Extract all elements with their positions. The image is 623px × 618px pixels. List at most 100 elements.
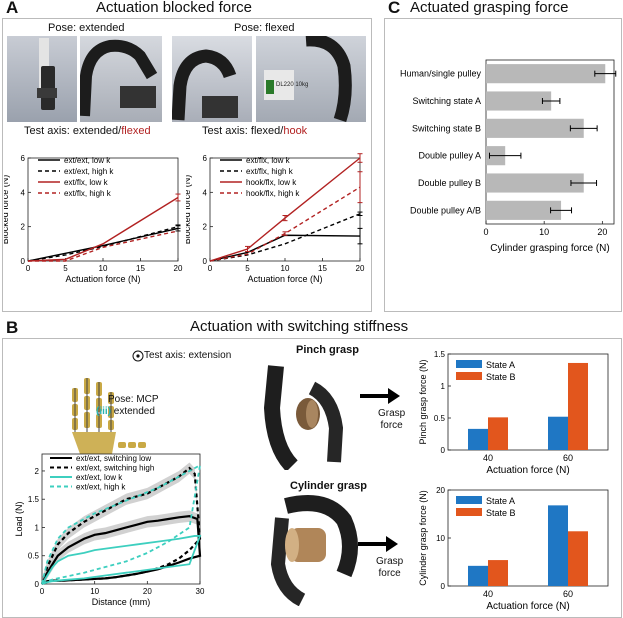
x-tick-label: 10 <box>539 227 549 237</box>
legend-label: State A <box>486 496 515 506</box>
y-tick-label: 2 <box>203 223 208 232</box>
legend-label: State B <box>486 508 516 518</box>
x-axis-label: Actuation force (N) <box>486 601 569 612</box>
chart-a1: 0 5 10 15 20 0 2 4 6 Actuation force (N) Blocked f… <box>4 154 183 284</box>
category-label: Human/single pulley <box>400 69 482 79</box>
pinch-grasp-force-label: Grasp force <box>378 408 405 432</box>
y-tick-label: 0 <box>35 580 40 589</box>
panel-c-title: Actuated grasping force <box>410 0 569 16</box>
bar-double-pulley-a-b <box>486 200 562 220</box>
x-tick-label: 40 <box>483 453 493 463</box>
x-tick-label: 15 <box>136 264 145 273</box>
pose-number: (iii) <box>96 406 111 417</box>
pinch-grasp-label-2: force <box>380 420 403 431</box>
extended-pose-photo-1 <box>7 36 77 122</box>
y-axis-label: Blocked force (N) <box>4 175 10 245</box>
x-tick-label: 20 <box>143 587 152 596</box>
category-label: Switching state A <box>412 96 481 106</box>
finger-illustration-4: DL220 10kg <box>264 36 352 122</box>
pinch-grasp-title: Pinch grasp <box>296 344 359 356</box>
legend-label: ext/flx, low k <box>246 156 291 165</box>
category-label: Double pulley A <box>418 151 481 161</box>
bar-state-b-40 <box>488 560 508 586</box>
pose-mcp-label: Pose: MCP <box>108 394 159 405</box>
pose-flexed-label: Pose: flexed <box>234 22 295 34</box>
cylinder-grasp-title: Cylinder grasp <box>290 480 368 492</box>
chart-c1: 0 10 20 Human/single pulley Switching state … <box>400 59 617 254</box>
extended-pose-photo-2 <box>80 36 162 122</box>
legend-label: ext/ext, low k <box>64 156 111 165</box>
x-tick-label: 40 <box>483 589 493 599</box>
y-axis-label: Cylinder grasp force (N) <box>418 490 428 586</box>
chart-b2: 0 0.5 1 1.5 40 60 Actuation force (N) Pinch gra… <box>418 350 609 476</box>
legend-label: hook/flx, high k <box>246 189 300 198</box>
x-tick-label: 0 <box>483 227 488 237</box>
axes-box <box>41 453 201 585</box>
y-tick-label: 10 <box>436 534 445 543</box>
x-tick-label: 0 <box>26 264 31 273</box>
cylinder-grasp-label-1: Grasp <box>376 556 404 567</box>
legend-label: hook/flx, low k <box>246 178 297 187</box>
bar-state-b-60 <box>568 362 588 450</box>
finger-illustration-2 <box>80 39 158 117</box>
legend-swatch <box>456 360 482 368</box>
pose-word: extended <box>113 406 155 417</box>
x-tick-label: 0 <box>208 264 213 273</box>
y-axis-label: Blocked force (N) <box>186 175 192 245</box>
x-tick-label: 60 <box>563 453 573 463</box>
y-tick-label: 1.5 <box>434 350 446 359</box>
legend-label: ext/ext, switching high <box>76 464 154 473</box>
test-axis-extension: Test axis: extension <box>144 350 232 361</box>
hand-illustration <box>72 350 146 454</box>
cylinder-grasp-force-label: Grasp force <box>376 556 403 580</box>
series-line-ext-flx-high-k <box>209 213 361 262</box>
y-axis-label: Pinch grasp force (N) <box>418 359 428 444</box>
legend-swatch <box>456 508 482 516</box>
x-tick-label: 20 <box>597 227 607 237</box>
category-label: Double pulley A/B <box>410 205 481 215</box>
bar-human-single-pulley <box>486 64 606 84</box>
panel-a-label: A <box>6 0 19 17</box>
y-tick-label: 2 <box>21 223 26 232</box>
pose-extended-label: Pose: extended <box>48 22 125 34</box>
x-tick-label: 20 <box>356 264 365 273</box>
legend-label: ext/ext, low k <box>76 473 123 482</box>
legend-label: ext/ext, high k <box>64 167 114 176</box>
panel-a-title: Actuation blocked force <box>96 0 252 16</box>
axes-box <box>485 59 615 225</box>
finger-illustration-3 <box>172 49 238 121</box>
panel-b-label: B <box>6 318 19 337</box>
axes-box <box>447 353 609 451</box>
bar-state-b-40 <box>488 417 508 450</box>
test-axis-extended-flexed: Test axis: extended/flexed <box>24 125 151 137</box>
cylinder-grasp-photo <box>266 494 362 606</box>
series-line-hook-flx-low-k <box>209 157 361 262</box>
pinch-force-arrow <box>360 388 400 404</box>
series-line-ext-ext-high-k <box>27 225 179 262</box>
x-tick-label: 5 <box>63 264 68 273</box>
legend-label: ext/flx, high k <box>64 189 112 198</box>
legend-swatch <box>456 372 482 380</box>
scale-tag-text: DL220 10kg <box>276 82 308 88</box>
x-tick-label: 10 <box>99 264 108 273</box>
x-tick-label: 15 <box>318 264 327 273</box>
pinch-grasp-illustration <box>263 365 344 470</box>
legend-label: State B <box>486 372 516 382</box>
chart-b3: 0 10 20 40 60 Actuation force (N) Cylinder gra… <box>418 486 609 612</box>
x-tick-label: 30 <box>196 587 205 596</box>
pinch-grasp-label-1: Grasp <box>378 408 406 419</box>
bar-state-a-60 <box>548 416 568 450</box>
x-tick-label: 10 <box>90 587 99 596</box>
y-axis-label: Load (N) <box>14 501 24 536</box>
y-tick-label: 0 <box>203 257 208 266</box>
legend-label: ext/flx, low k <box>64 178 109 187</box>
category-label: Switching state B <box>412 123 481 133</box>
y-tick-label: 0.5 <box>434 414 446 423</box>
bar-state-a-60 <box>548 505 568 586</box>
x-tick-label: 0 <box>40 587 45 596</box>
x-tick-label: 5 <box>245 264 250 273</box>
x-axis-label: Distance (mm) <box>92 597 151 607</box>
chart-a2: 0 5 10 15 20 0 2 4 6 Actuation force (N) Blocked f… <box>186 153 365 284</box>
y-tick-label: 4 <box>203 188 208 197</box>
y-tick-label: 6 <box>203 154 208 163</box>
